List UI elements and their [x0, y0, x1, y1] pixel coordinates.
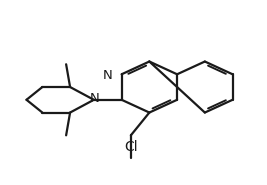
Text: N: N — [103, 69, 112, 82]
Text: N: N — [89, 92, 99, 105]
Text: Cl: Cl — [124, 139, 138, 154]
